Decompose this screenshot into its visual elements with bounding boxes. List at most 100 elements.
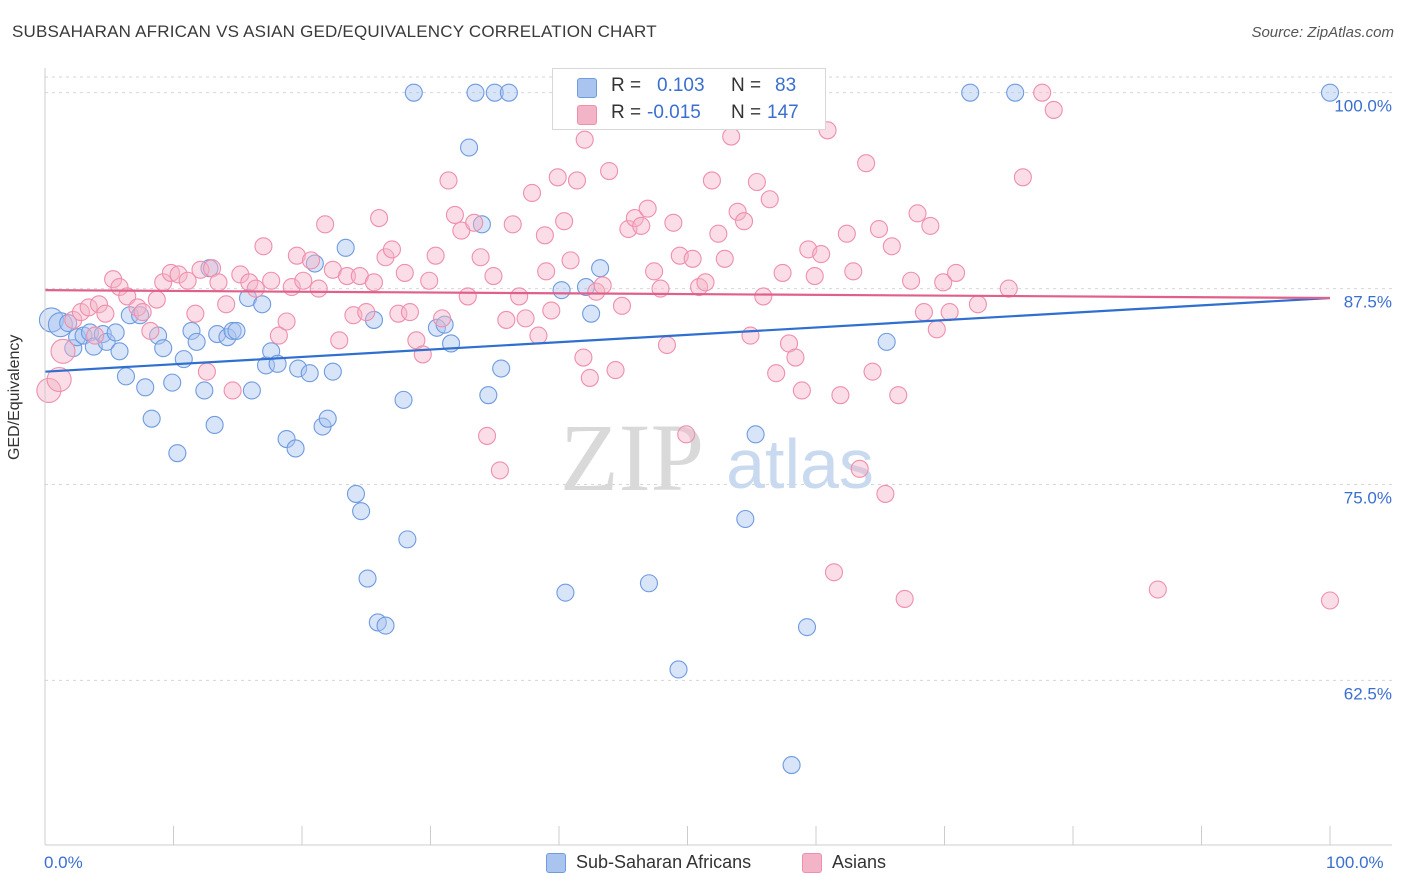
data-point	[472, 215, 491, 234]
data-point	[927, 320, 946, 339]
watermark: ZIP atlas	[560, 404, 874, 511]
data-point	[556, 583, 575, 602]
data-point	[709, 224, 728, 243]
r-value: 0.103	[657, 75, 705, 96]
data-point	[555, 212, 574, 231]
data-point	[734, 212, 754, 231]
data-point	[246, 279, 265, 298]
data-point	[466, 83, 485, 102]
data-point	[398, 530, 417, 549]
legend-label-asians: Asians	[832, 852, 887, 872]
data-point	[382, 240, 402, 259]
data-point	[1320, 83, 1340, 102]
data-point	[696, 273, 715, 292]
legend-swatch-asians	[802, 853, 822, 873]
data-point	[669, 660, 688, 679]
legend-swatch-subsaharan	[577, 78, 597, 98]
data-point	[683, 249, 702, 268]
data-point	[722, 127, 741, 146]
data-point	[1013, 168, 1032, 187]
data-point	[136, 378, 155, 397]
data-point	[227, 321, 246, 340]
n-value: 83	[775, 75, 797, 96]
legend-swatch-asians	[577, 105, 597, 125]
data-point	[289, 359, 308, 378]
data-point	[876, 484, 895, 503]
data-point	[657, 335, 676, 355]
data-point	[812, 245, 831, 264]
data-point	[638, 199, 657, 218]
data-point	[142, 409, 161, 428]
legend-swatch-subsaharan	[546, 853, 566, 873]
data-point	[914, 303, 933, 322]
data-point	[895, 589, 914, 608]
data-point	[877, 332, 896, 351]
data-point	[316, 215, 335, 234]
data-point	[256, 356, 276, 375]
data-point	[426, 246, 445, 265]
r-label: R =	[611, 75, 642, 96]
data-point	[844, 262, 863, 281]
data-point	[269, 326, 288, 345]
data-point	[133, 303, 152, 322]
data-point	[336, 238, 355, 257]
data-point	[490, 461, 509, 480]
data-point	[96, 304, 115, 323]
data-point	[548, 168, 567, 187]
data-point	[223, 321, 242, 340]
data-point	[736, 509, 755, 529]
data-point	[786, 348, 805, 367]
chart-title: SUBSAHARAN AFRICAN VS ASIAN GED/EQUIVALE…	[12, 22, 657, 41]
series-1-points	[36, 83, 1340, 610]
data-point	[561, 251, 580, 270]
data-point	[168, 444, 187, 463]
data-point	[934, 273, 953, 292]
data-point	[352, 502, 371, 521]
data-point	[458, 287, 477, 306]
data-point	[36, 377, 62, 404]
data-point	[294, 271, 313, 290]
data-point	[677, 425, 696, 444]
data-point	[209, 273, 228, 292]
data-point	[106, 323, 125, 342]
data-point	[147, 290, 166, 309]
trend-lines	[44, 289, 1331, 373]
data-point	[254, 237, 273, 256]
data-point	[503, 215, 522, 234]
data-point	[1320, 591, 1340, 610]
data-point	[79, 298, 98, 317]
data-point	[824, 563, 844, 582]
data-point	[364, 273, 384, 292]
data-point	[300, 364, 319, 383]
data-point	[187, 332, 206, 351]
x-tick-label-min: 0.0%	[44, 853, 83, 872]
data-point	[529, 326, 548, 345]
data-point	[287, 246, 306, 265]
trend-line-0	[44, 296, 1331, 373]
data-point	[404, 83, 423, 102]
data-point	[86, 326, 105, 345]
data-point	[161, 263, 180, 282]
data-point	[947, 263, 966, 282]
data-point	[439, 171, 458, 190]
data-point	[837, 224, 856, 243]
data-point	[882, 237, 901, 256]
data-point	[747, 172, 766, 192]
data-point	[50, 338, 76, 364]
data-point	[968, 295, 987, 314]
data-point	[1006, 83, 1025, 102]
data-point	[400, 303, 419, 322]
data-point	[413, 345, 432, 364]
data-point	[516, 309, 535, 328]
data-point	[484, 267, 503, 286]
data-point	[535, 226, 554, 245]
axes	[44, 68, 1392, 846]
y-tick-label-2: 87.5%	[1344, 293, 1392, 312]
data-point	[178, 271, 197, 290]
data-point	[606, 361, 625, 380]
data-point	[863, 362, 882, 381]
data-point	[940, 303, 959, 322]
data-point	[364, 310, 384, 329]
data-point	[337, 267, 357, 286]
data-point	[522, 183, 542, 203]
